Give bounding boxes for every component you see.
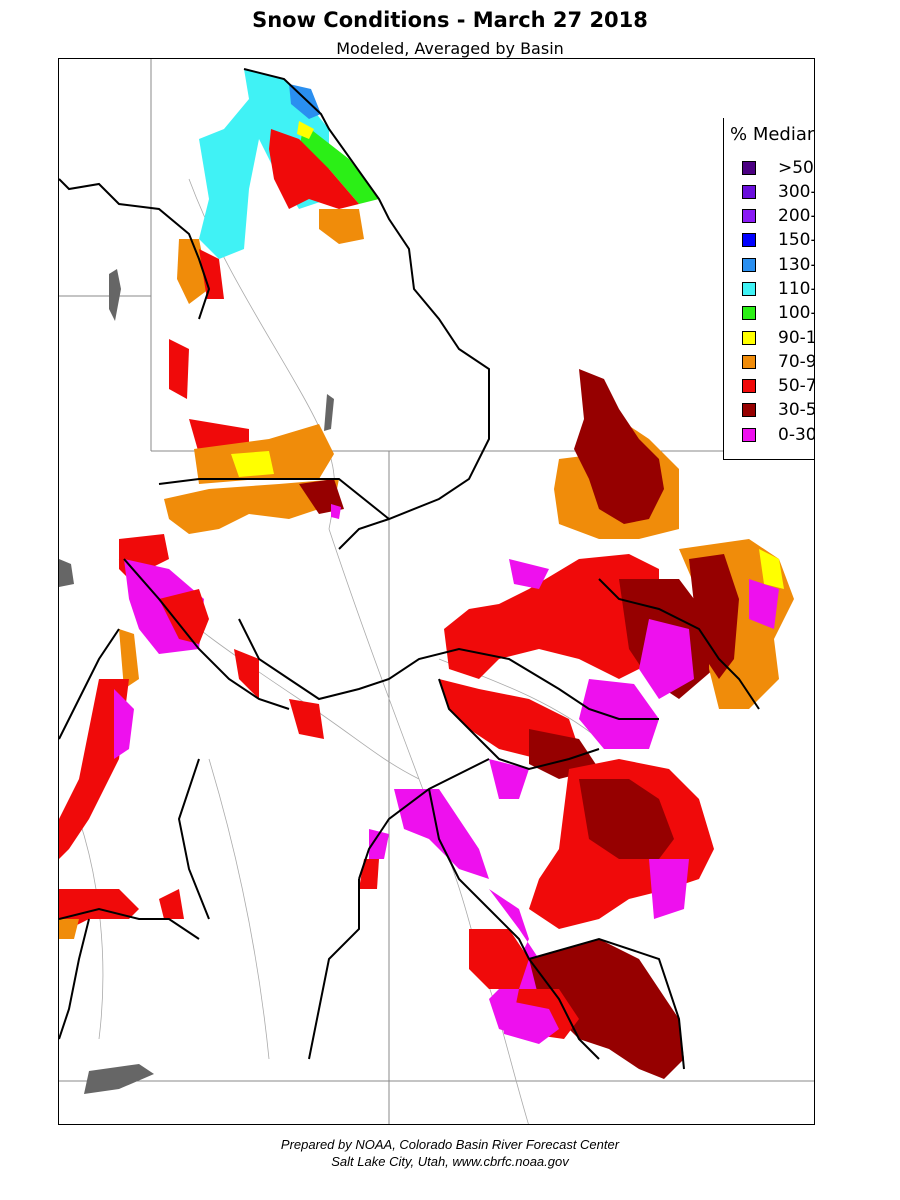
legend-item: 150-200% bbox=[742, 230, 815, 250]
swe-colored-basins bbox=[59, 69, 794, 1079]
legend-label: 200-300% bbox=[778, 206, 815, 226]
legend-item: 0-30% bbox=[742, 425, 814, 445]
legend-swatch bbox=[742, 185, 756, 199]
legend-label: 130-150% bbox=[778, 255, 815, 275]
lakes bbox=[59, 269, 334, 1094]
legend-item: 110-130% bbox=[742, 279, 815, 299]
legend-item: 100-110% bbox=[742, 303, 815, 323]
legend-label: 150-200% bbox=[778, 230, 815, 250]
map-canvas bbox=[59, 59, 814, 1124]
legend-label: 70-90% bbox=[778, 352, 814, 372]
legend-swatch bbox=[742, 282, 756, 296]
legend-swatch bbox=[742, 403, 756, 417]
legend-swatch bbox=[742, 306, 756, 320]
legend-box: % Median SWE >500% 300-500% 200-300% 150… bbox=[723, 118, 815, 460]
credit-line-1: Prepared by NOAA, Colorado Basin River F… bbox=[280, 1137, 620, 1152]
legend-swatch bbox=[742, 161, 756, 175]
legend-item: 90-100% bbox=[742, 328, 814, 348]
basin-boundaries bbox=[59, 68, 760, 1070]
legend-title: % Median SWE bbox=[730, 124, 815, 145]
legend-label: 30-50% bbox=[778, 400, 814, 420]
legend-label: 90-100% bbox=[778, 328, 814, 348]
legend-swatch bbox=[742, 379, 756, 393]
snow-conditions-map: % Median SWE >500% 300-500% 200-300% 150… bbox=[58, 58, 815, 1125]
legend-swatch bbox=[742, 331, 756, 345]
legend-item: 30-50% bbox=[742, 400, 814, 420]
legend-item: 130-150% bbox=[742, 255, 815, 275]
legend-swatch bbox=[742, 233, 756, 247]
legend-item: 200-300% bbox=[742, 206, 815, 226]
legend-label: 300-500% bbox=[778, 182, 815, 202]
legend-item: >500% bbox=[742, 158, 814, 178]
legend-item: 300-500% bbox=[742, 182, 815, 202]
legend-item: 70-90% bbox=[742, 352, 814, 372]
legend-label: 50-70% bbox=[778, 376, 814, 396]
credit-line-2: Salt Lake City, Utah, www.cbrfc.noaa.gov bbox=[331, 1154, 569, 1169]
legend-label: 110-130% bbox=[778, 279, 815, 299]
legend-swatch bbox=[742, 209, 756, 223]
legend-label: 100-110% bbox=[778, 303, 815, 323]
map-title: Snow Conditions - March 27 2018 bbox=[252, 8, 648, 32]
legend-swatch bbox=[742, 355, 756, 369]
legend-swatch bbox=[742, 428, 756, 442]
legend-item: 50-70% bbox=[742, 376, 814, 396]
legend-label: >500% bbox=[778, 158, 814, 178]
map-subtitle: Modeled, Averaged by Basin bbox=[336, 39, 564, 58]
legend-swatch bbox=[742, 258, 756, 272]
legend-label: 0-30% bbox=[778, 425, 814, 445]
